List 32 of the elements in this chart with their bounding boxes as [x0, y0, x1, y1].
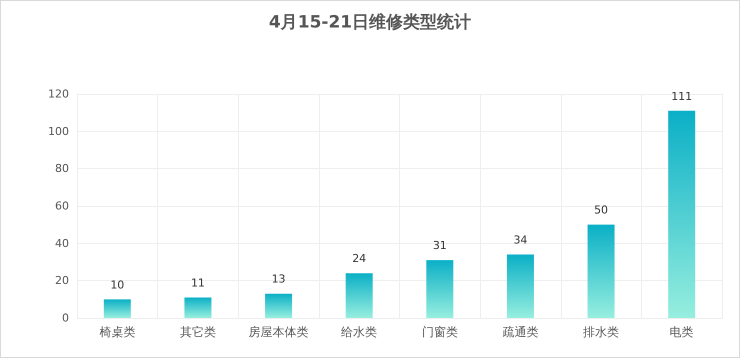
bar [588, 224, 615, 318]
bar [426, 260, 454, 318]
y-tick-label: 80 [55, 162, 69, 176]
data-label: 111 [671, 90, 692, 103]
data-label: 24 [352, 252, 366, 266]
y-tick-label: 0 [62, 312, 69, 324]
chart-title: 4月15-21日维修类型统计 [268, 12, 472, 32]
y-tick-label: 20 [55, 274, 69, 288]
bar [265, 294, 292, 318]
x-tick-label: 房屋本体类 [248, 325, 309, 339]
bar [346, 273, 373, 318]
y-tick-label: 120 [48, 88, 69, 100]
y-tick-label: 60 [55, 200, 69, 212]
y-tick-label: 40 [55, 236, 69, 250]
bar [184, 297, 212, 318]
x-tick-label: 疏通类 [502, 325, 538, 339]
bar [506, 254, 534, 318]
data-label: 10 [110, 278, 124, 292]
x-tick-label: 其它类 [180, 325, 216, 339]
x-tick-label: 椅桌类 [99, 325, 136, 339]
x-tick-label: 电类 [670, 325, 694, 339]
data-label: 31 [432, 239, 447, 252]
data-label: 13 [272, 272, 286, 286]
x-tick-label: 门窗类 [422, 325, 458, 339]
data-label: 34 [513, 234, 528, 247]
data-label: 11 [190, 276, 205, 290]
bar [104, 299, 131, 318]
data-label: 50 [594, 204, 608, 217]
y-tick-label: 100 [48, 124, 69, 138]
bar [668, 110, 696, 318]
x-tick-label: 排水类 [583, 325, 620, 339]
x-tick-label: 给水类 [341, 325, 378, 339]
